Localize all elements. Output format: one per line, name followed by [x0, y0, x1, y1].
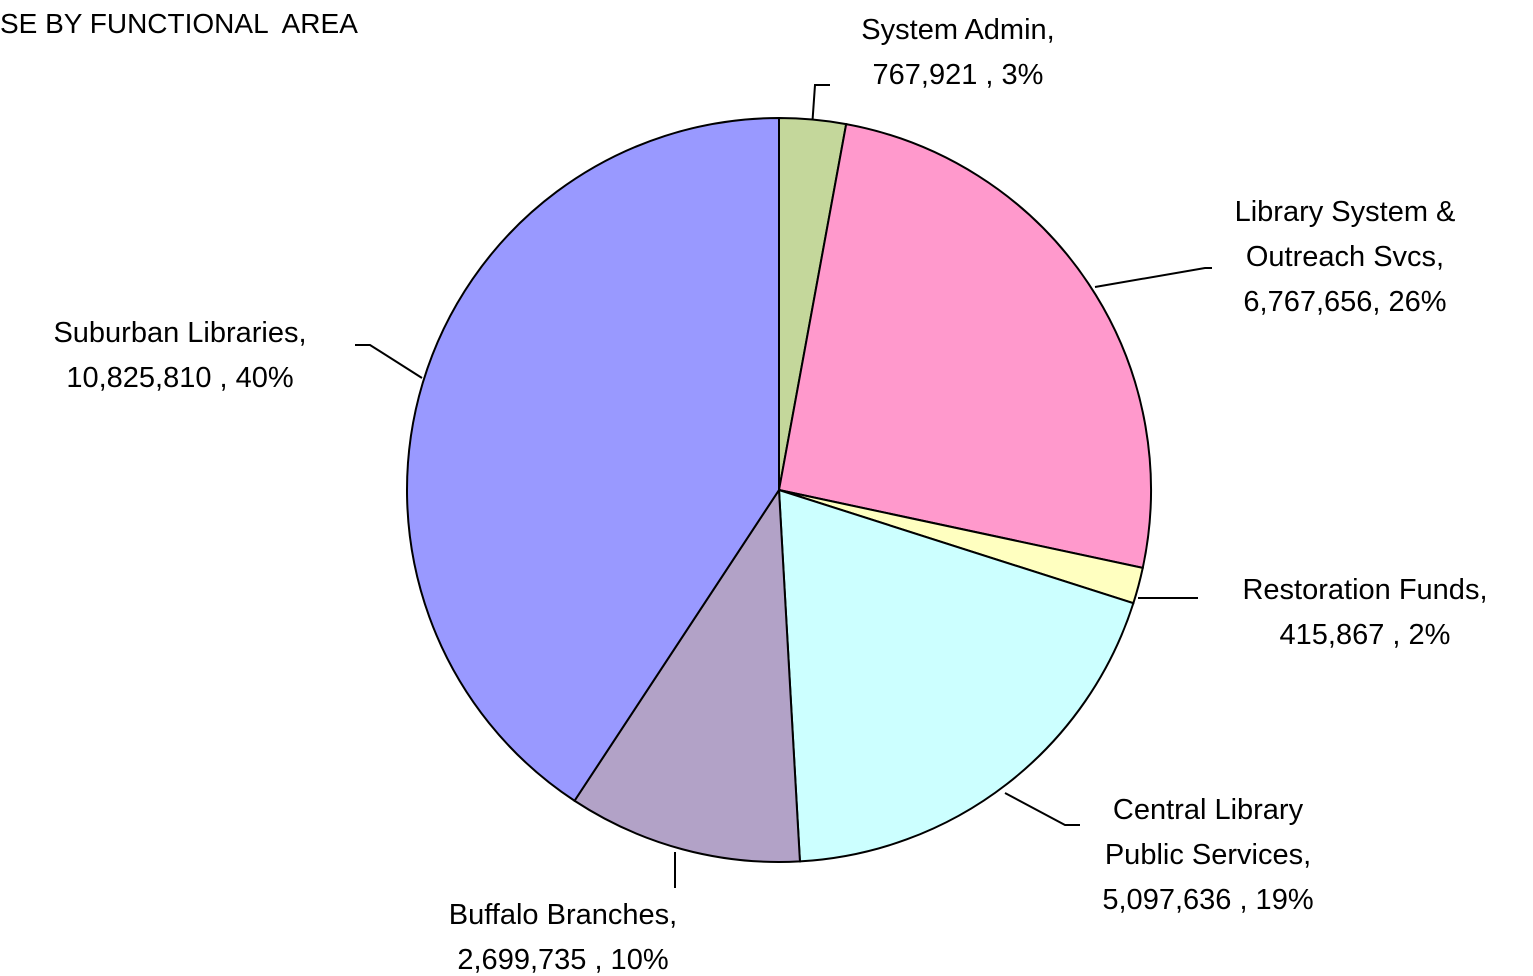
value-label: 415,867 , 2% — [1279, 619, 1451, 651]
leader-line — [1094, 267, 1212, 288]
value-label: 767,921 , 3% — [872, 59, 1044, 91]
category-label: Library System & Outreach Svcs, — [1234, 196, 1456, 273]
pie-slice — [777, 488, 1135, 863]
chart-title: SE BY FUNCTIONAL AREA — [0, 8, 358, 39]
data-label: System Admin, 767,921 , 3% — [793, 8, 1123, 98]
data-label: Central Library Public Services, 5,097,63… — [1078, 788, 1338, 923]
data-label: Buffalo Branches, 2,699,735 , 10% — [398, 893, 728, 976]
pie-slice — [777, 122, 1153, 570]
data-label: Restoration Funds, 415,867 , 2% — [1185, 568, 1533, 658]
value-label: 6,767,656, 26% — [1243, 286, 1447, 318]
value-label: 2,699,735 , 10% — [457, 944, 669, 976]
pie-slice — [406, 116, 780, 803]
data-label: Library System & Outreach Svcs, 6,767,656… — [1195, 190, 1495, 325]
category-label: Buffalo Branches, — [448, 899, 678, 931]
category-label: Central Library Public Services, — [1104, 794, 1312, 871]
value-label: 5,097,636 , 19% — [1102, 884, 1314, 916]
data-label: Suburban Libraries, 10,825,810 , 40% — [0, 311, 360, 401]
leader-line — [1004, 792, 1080, 826]
category-label: System Admin, — [861, 14, 1055, 46]
leader-lines — [355, 84, 1212, 888]
category-label: Restoration Funds, — [1242, 574, 1488, 606]
leader-line — [355, 344, 423, 379]
pie-slice — [573, 486, 801, 863]
leader-line — [811, 84, 830, 129]
value-label: 10,825,810 , 40% — [66, 362, 294, 394]
category-label: Suburban Libraries, — [53, 317, 307, 349]
